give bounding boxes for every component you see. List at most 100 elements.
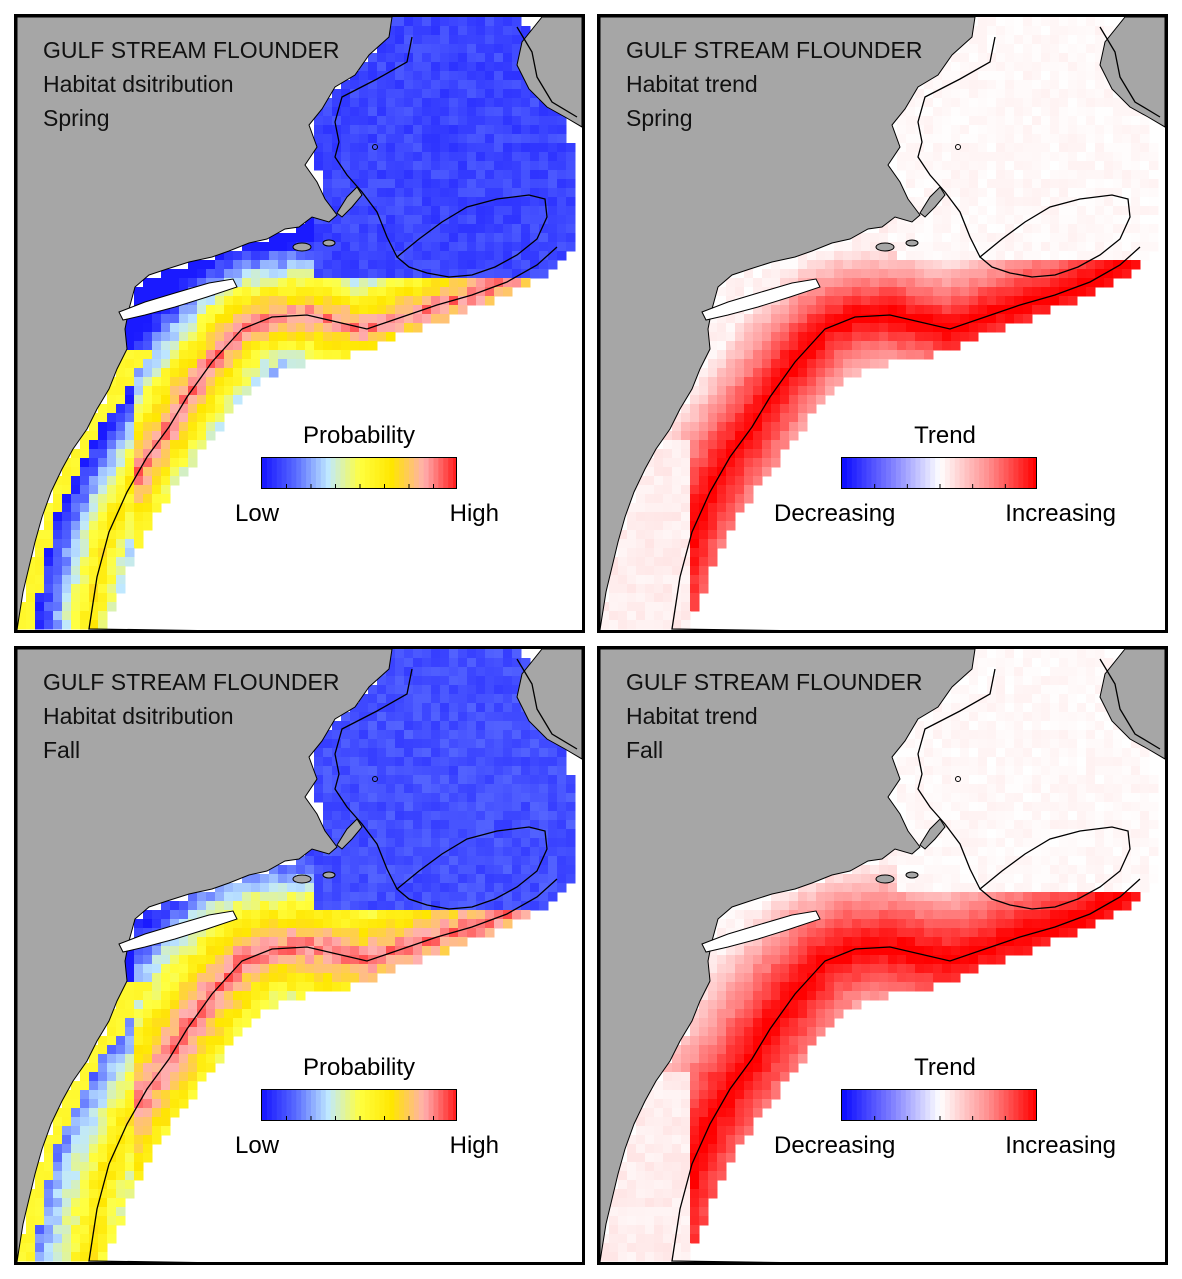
habitat-cell (350, 314, 360, 324)
habitat-cell (422, 883, 432, 893)
habitat-cell (467, 287, 477, 297)
habitat-cell (458, 161, 468, 171)
habitat-cell (1131, 116, 1141, 126)
habitat-cell (521, 901, 531, 911)
habitat-cell (89, 575, 99, 585)
habitat-cell (413, 143, 423, 153)
habitat-cell (215, 305, 225, 315)
habitat-cell (143, 422, 153, 432)
habitat-cell (987, 44, 997, 54)
habitat-cell (377, 766, 387, 776)
habitat-cell (485, 793, 495, 803)
habitat-cell (521, 847, 531, 857)
habitat-cell (314, 937, 324, 947)
habitat-cell (179, 377, 189, 387)
habitat-cell (89, 602, 99, 612)
habitat-cell (834, 368, 844, 378)
habitat-cell (359, 820, 369, 830)
habitat-cell (413, 703, 423, 713)
habitat-cell (143, 521, 153, 531)
habitat-cell (825, 242, 835, 252)
habitat-cell (359, 224, 369, 234)
habitat-cell (224, 404, 234, 414)
habitat-cell (548, 152, 558, 162)
habitat-cell (314, 332, 324, 342)
habitat-cell (413, 712, 423, 722)
habitat-cell (627, 539, 637, 549)
habitat-cell (1050, 26, 1060, 36)
habitat-cell (458, 919, 468, 929)
habitat-cell (1014, 260, 1024, 270)
habitat-cell (1023, 152, 1033, 162)
habitat-cell (323, 883, 333, 893)
habitat-cell (386, 910, 396, 920)
habitat-cell (377, 802, 387, 812)
habitat-cell (861, 242, 871, 252)
legend-swatch (910, 458, 917, 488)
habitat-cell (1077, 44, 1087, 54)
habitat-cell (485, 188, 495, 198)
habitat-cell (323, 820, 333, 830)
habitat-cell (431, 811, 441, 821)
habitat-cell (978, 269, 988, 279)
habitat-cell (269, 359, 279, 369)
habitat-cell (404, 658, 414, 668)
habitat-cell (98, 1054, 108, 1064)
habitat-cell (933, 341, 943, 351)
habitat-cell (395, 152, 405, 162)
habitat-cell (645, 503, 655, 513)
habitat-cell (134, 296, 144, 306)
habitat-cell (152, 431, 162, 441)
habitat-cell (71, 1180, 81, 1190)
legend-color-bar (841, 457, 1037, 489)
habitat-cell (116, 1144, 126, 1154)
habitat-cell (1086, 269, 1096, 279)
habitat-cell (1032, 80, 1042, 90)
habitat-cell (368, 125, 378, 135)
panel-title-block: GULF STREAM FLOUNDER Habitat dsitributio… (43, 665, 339, 767)
habitat-cell (386, 125, 396, 135)
habitat-cell (134, 1009, 144, 1019)
habitat-cell (161, 1108, 171, 1118)
habitat-cell (89, 611, 99, 621)
habitat-cell (341, 901, 351, 911)
habitat-cell (116, 1207, 126, 1217)
habitat-cell (503, 161, 513, 171)
habitat-cell (359, 260, 369, 270)
habitat-cell (521, 80, 531, 90)
habitat-cell (960, 44, 970, 54)
legend-swatch (364, 1090, 371, 1120)
habitat-cell (521, 251, 531, 261)
habitat-cell (1014, 197, 1024, 207)
habitat-cell (521, 820, 531, 830)
habitat-cell (960, 179, 970, 189)
habitat-cell (440, 775, 450, 785)
habitat-cell (978, 188, 988, 198)
habitat-cell (341, 152, 351, 162)
habitat-cell (1050, 17, 1060, 27)
habitat-cell (413, 865, 423, 875)
legend-swatch (428, 1090, 435, 1120)
habitat-cell (197, 928, 207, 938)
habitat-cell (134, 1036, 144, 1046)
habitat-cell (296, 314, 306, 324)
habitat-cell (233, 928, 243, 938)
habitat-cell (548, 829, 558, 839)
habitat-cell (726, 350, 736, 360)
legend-swatch (301, 1090, 307, 1120)
habitat-cell (726, 413, 736, 423)
habitat-cell (942, 134, 952, 144)
habitat-cell (996, 730, 1006, 740)
habitat-cell (197, 1054, 207, 1064)
habitat-cell (915, 224, 925, 234)
habitat-cell (467, 919, 477, 929)
habitat-cell (305, 856, 315, 866)
habitat-cell (978, 53, 988, 63)
habitat-cell (206, 395, 216, 405)
habitat-cell (960, 712, 970, 722)
habitat-cell (431, 287, 441, 297)
habitat-cell (557, 811, 567, 821)
habitat-cell (1041, 215, 1051, 225)
habitat-cell (476, 829, 486, 839)
habitat-cell (107, 1144, 117, 1154)
